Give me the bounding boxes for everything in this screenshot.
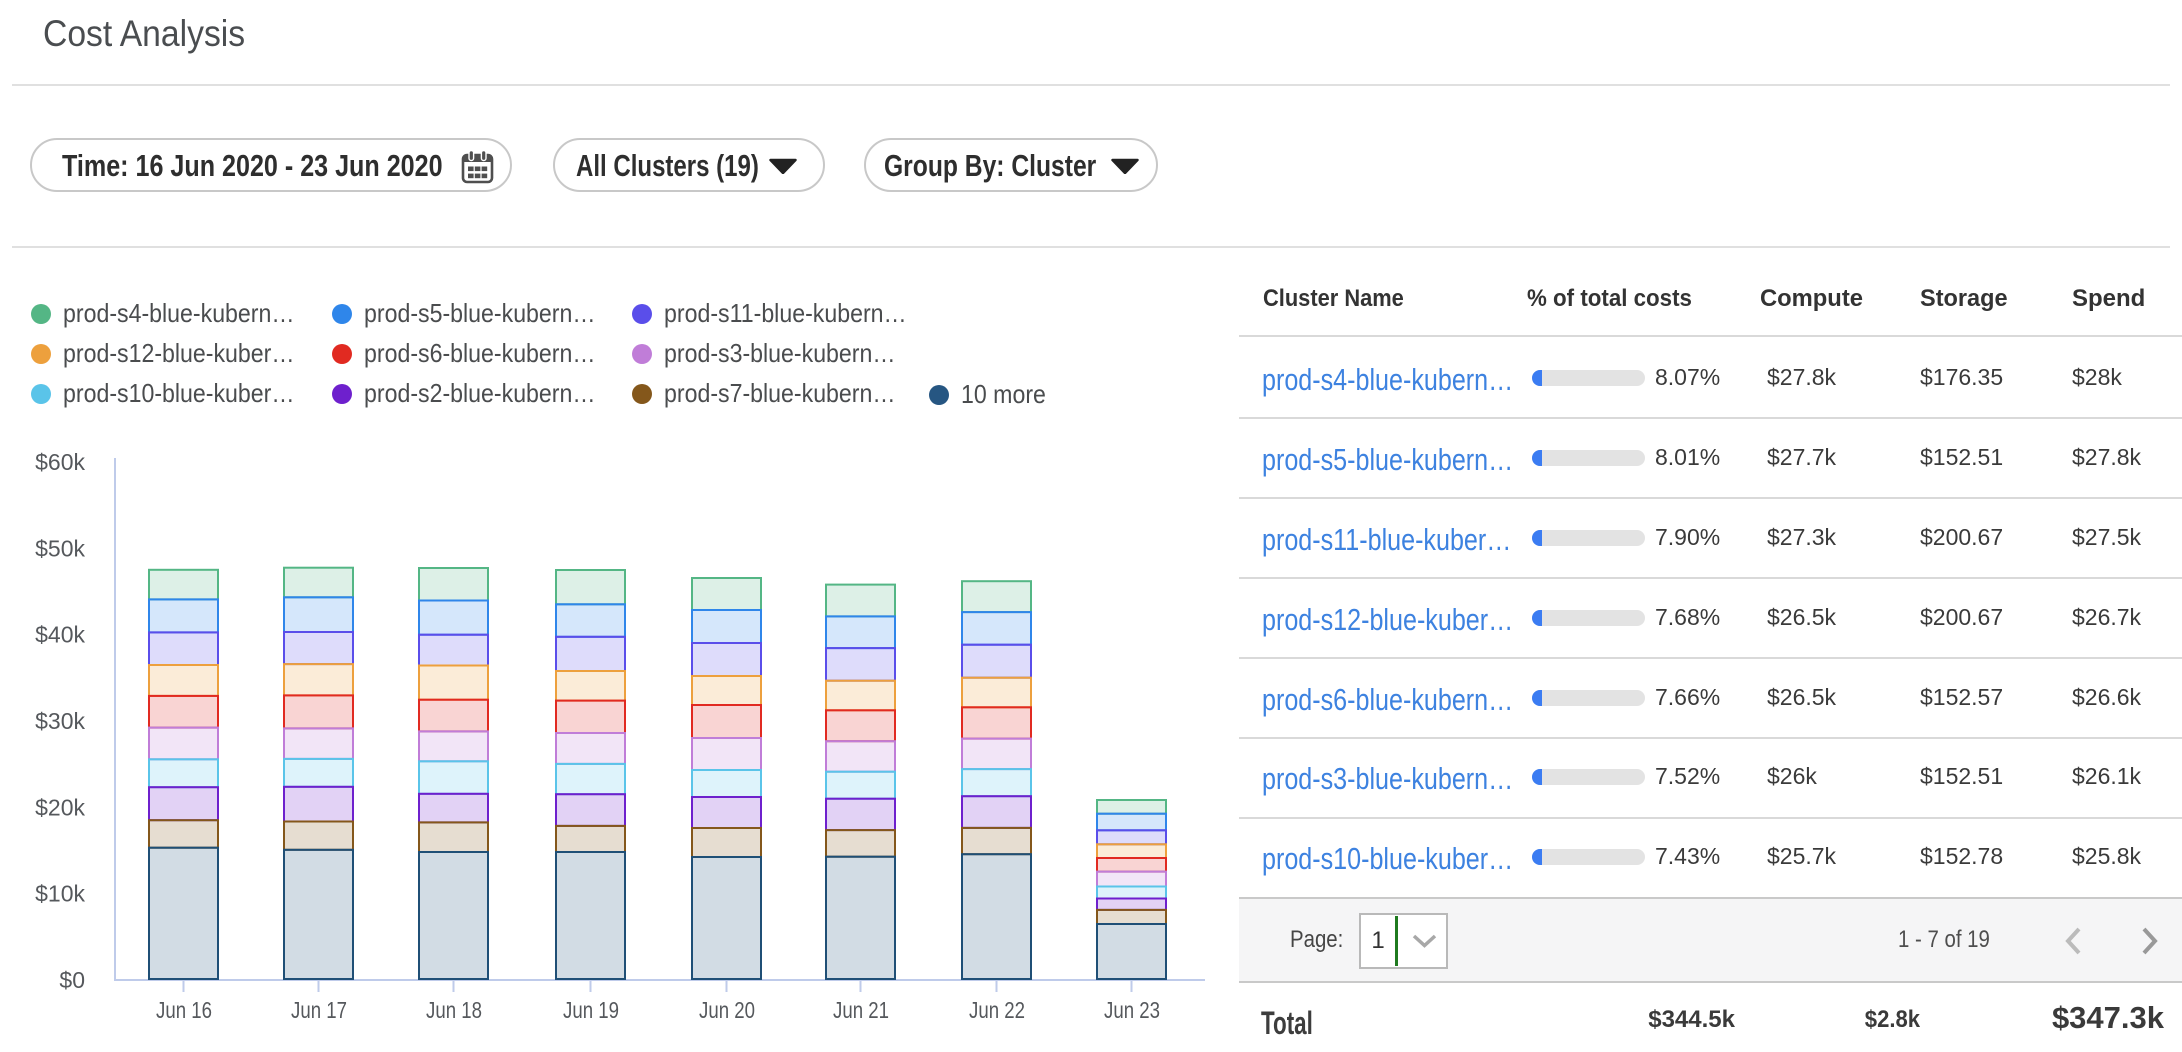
- svg-text:$30k: $30k: [35, 708, 85, 734]
- svg-text:$20k: $20k: [35, 794, 85, 820]
- svg-text:$60k: $60k: [35, 449, 85, 475]
- svg-text:$50k: $50k: [35, 535, 85, 561]
- svg-text:$0: $0: [59, 967, 85, 993]
- svg-text:$40k: $40k: [35, 622, 85, 648]
- svg-text:$10k: $10k: [35, 881, 85, 907]
